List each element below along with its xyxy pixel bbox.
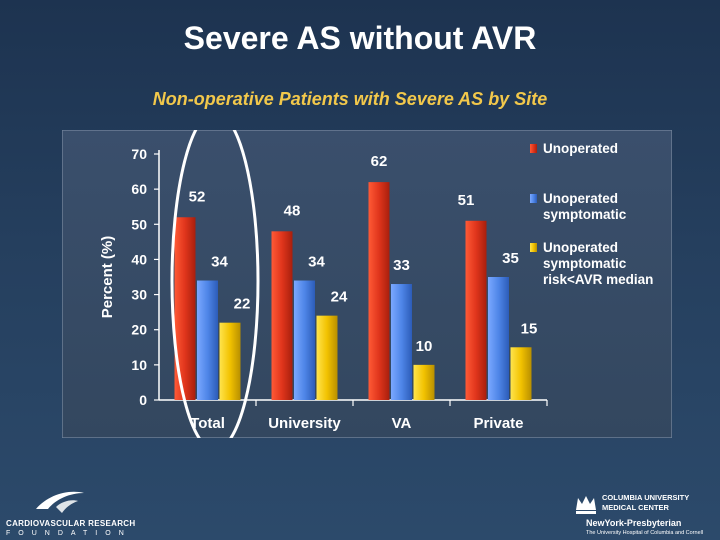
columbia-crown-icon xyxy=(576,496,596,514)
bar-university-series2 xyxy=(316,315,338,400)
value-label-va-series0: 62 xyxy=(371,153,388,170)
legend-text-1-1: symptomatic xyxy=(543,207,627,222)
value-label-private-series0: 51 xyxy=(458,192,475,209)
value-label-university-series1: 34 xyxy=(308,254,325,271)
bar-total-series2 xyxy=(219,322,241,400)
crf-name: CARDIOVASCULAR RESEARCH xyxy=(6,519,136,528)
value-label-total-series2: 22 xyxy=(234,296,251,313)
value-label-university-series0: 48 xyxy=(284,202,301,219)
chart-panel: 0 10 20 30 40 50 60 70 Percent (%) Total Universit… xyxy=(62,130,672,438)
value-label-total-series0: 52 xyxy=(189,188,206,205)
legend-text-0-0: Unoperated xyxy=(543,141,618,156)
x-tick-label-private: Private xyxy=(473,415,523,432)
value-label-private-series1: 35 xyxy=(502,250,519,267)
columbia-line2: MEDICAL CENTER xyxy=(602,503,669,512)
axes-layer: 0 10 20 30 40 50 60 70 Percent (%) Total Universit… xyxy=(99,146,548,432)
x-tick-label-va: VA xyxy=(392,415,412,432)
nyp-tagline: The University Hospital of Columbia and … xyxy=(586,530,704,536)
bar-va-series1 xyxy=(391,284,412,400)
crf-foundation: FOUNDATION xyxy=(6,530,132,537)
legend-text-1-0: Unoperated xyxy=(543,191,618,206)
bar-va-series0 xyxy=(368,182,390,400)
total-highlight-ellipse xyxy=(170,130,260,438)
bar-total-series0 xyxy=(174,217,196,400)
bars-layer xyxy=(174,182,532,400)
y-tick-label: 60 xyxy=(131,181,147,197)
x-tick-label-total: Total xyxy=(190,415,225,432)
labels-layer: 52 48 62 51 34 34 33 35 22 24 10 15 xyxy=(189,153,538,355)
legend-swatch-2 xyxy=(530,243,537,252)
bar-private-series0 xyxy=(465,220,487,400)
legend-text-2-1: symptomatic xyxy=(543,256,627,271)
chart-panel-background xyxy=(62,130,672,438)
y-tick-label: 20 xyxy=(131,322,147,338)
legend-layer: UnoperatedUnoperatedsymptomaticUnoperate… xyxy=(530,141,653,287)
nyp-name: NewYork-Presbyterian xyxy=(586,518,682,528)
value-label-private-series2: 15 xyxy=(521,320,538,337)
value-label-total-series1: 34 xyxy=(211,254,228,271)
bar-private-series2 xyxy=(510,347,532,400)
y-tick-label: 50 xyxy=(131,216,147,232)
legend-swatch-1 xyxy=(530,194,537,203)
bar-university-series1 xyxy=(294,280,315,400)
y-tick-label: 30 xyxy=(131,287,147,303)
chart-subtitle: Non-operative Patients with Severe AS by… xyxy=(152,89,548,109)
crf-swoosh-icon xyxy=(36,491,84,513)
bar-university-series0 xyxy=(271,231,293,400)
value-label-va-series1: 33 xyxy=(393,257,410,274)
value-label-university-series2: 24 xyxy=(331,289,348,306)
columbia-line1: COLUMBIA UNIVERSITY xyxy=(602,493,690,502)
legend-swatch-0 xyxy=(530,144,537,153)
y-tick-label: 0 xyxy=(139,392,147,408)
bar-va-series2 xyxy=(413,364,435,400)
bar-total-series1 xyxy=(197,280,218,400)
bar-private-series1 xyxy=(488,277,509,400)
columbia-nyp-logo: COLUMBIA UNIVERSITY MEDICAL CENTER NewYo… xyxy=(572,490,718,540)
slide-title: Severe AS without AVR xyxy=(183,20,537,56)
y-tick-label: 70 xyxy=(131,146,147,162)
y-axis-label: Percent (%) xyxy=(99,236,116,319)
legend-text-2-0: Unoperated xyxy=(543,240,618,255)
legend-text-2-2: risk<AVR median xyxy=(543,272,653,287)
crf-logo: CARDIOVASCULAR RESEARCH FOUNDATION xyxy=(6,487,176,537)
value-label-va-series2: 10 xyxy=(416,338,433,355)
y-tick-label: 40 xyxy=(131,251,147,267)
y-tick-label: 10 xyxy=(131,357,147,373)
x-tick-label-university: University xyxy=(268,415,341,432)
